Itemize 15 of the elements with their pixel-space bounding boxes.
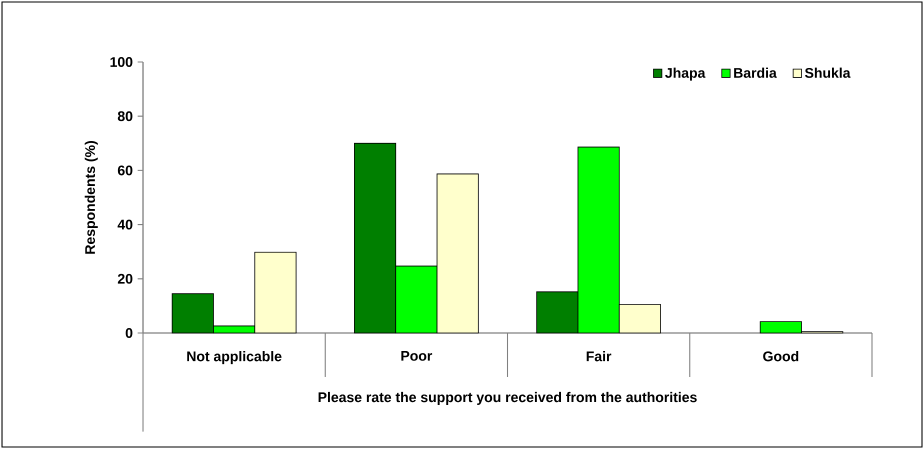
y-tick-label: 20: [118, 274, 132, 284]
legend-label: Shukla: [804, 68, 851, 78]
x-axis-title: Please rate the support you received from the authorities: [318, 392, 697, 405]
x-tick-label: Fair: [586, 351, 612, 362]
y-tick-label: 100: [110, 57, 132, 67]
x-tick-label: Not applicable: [187, 351, 282, 364]
y-tick-label: 80: [118, 111, 132, 122]
y-axis-title: Respondents (%): [84, 141, 98, 254]
legend-label: Jhapa: [665, 68, 706, 81]
x-tick-label: Good: [763, 351, 798, 362]
x-tick-label: Poor: [401, 351, 432, 361]
y-tick-label: 40: [118, 220, 132, 230]
y-tick-label: 0: [126, 328, 132, 338]
legend-label: Bardia: [734, 68, 777, 78]
y-tick-label: 60: [118, 165, 132, 176]
